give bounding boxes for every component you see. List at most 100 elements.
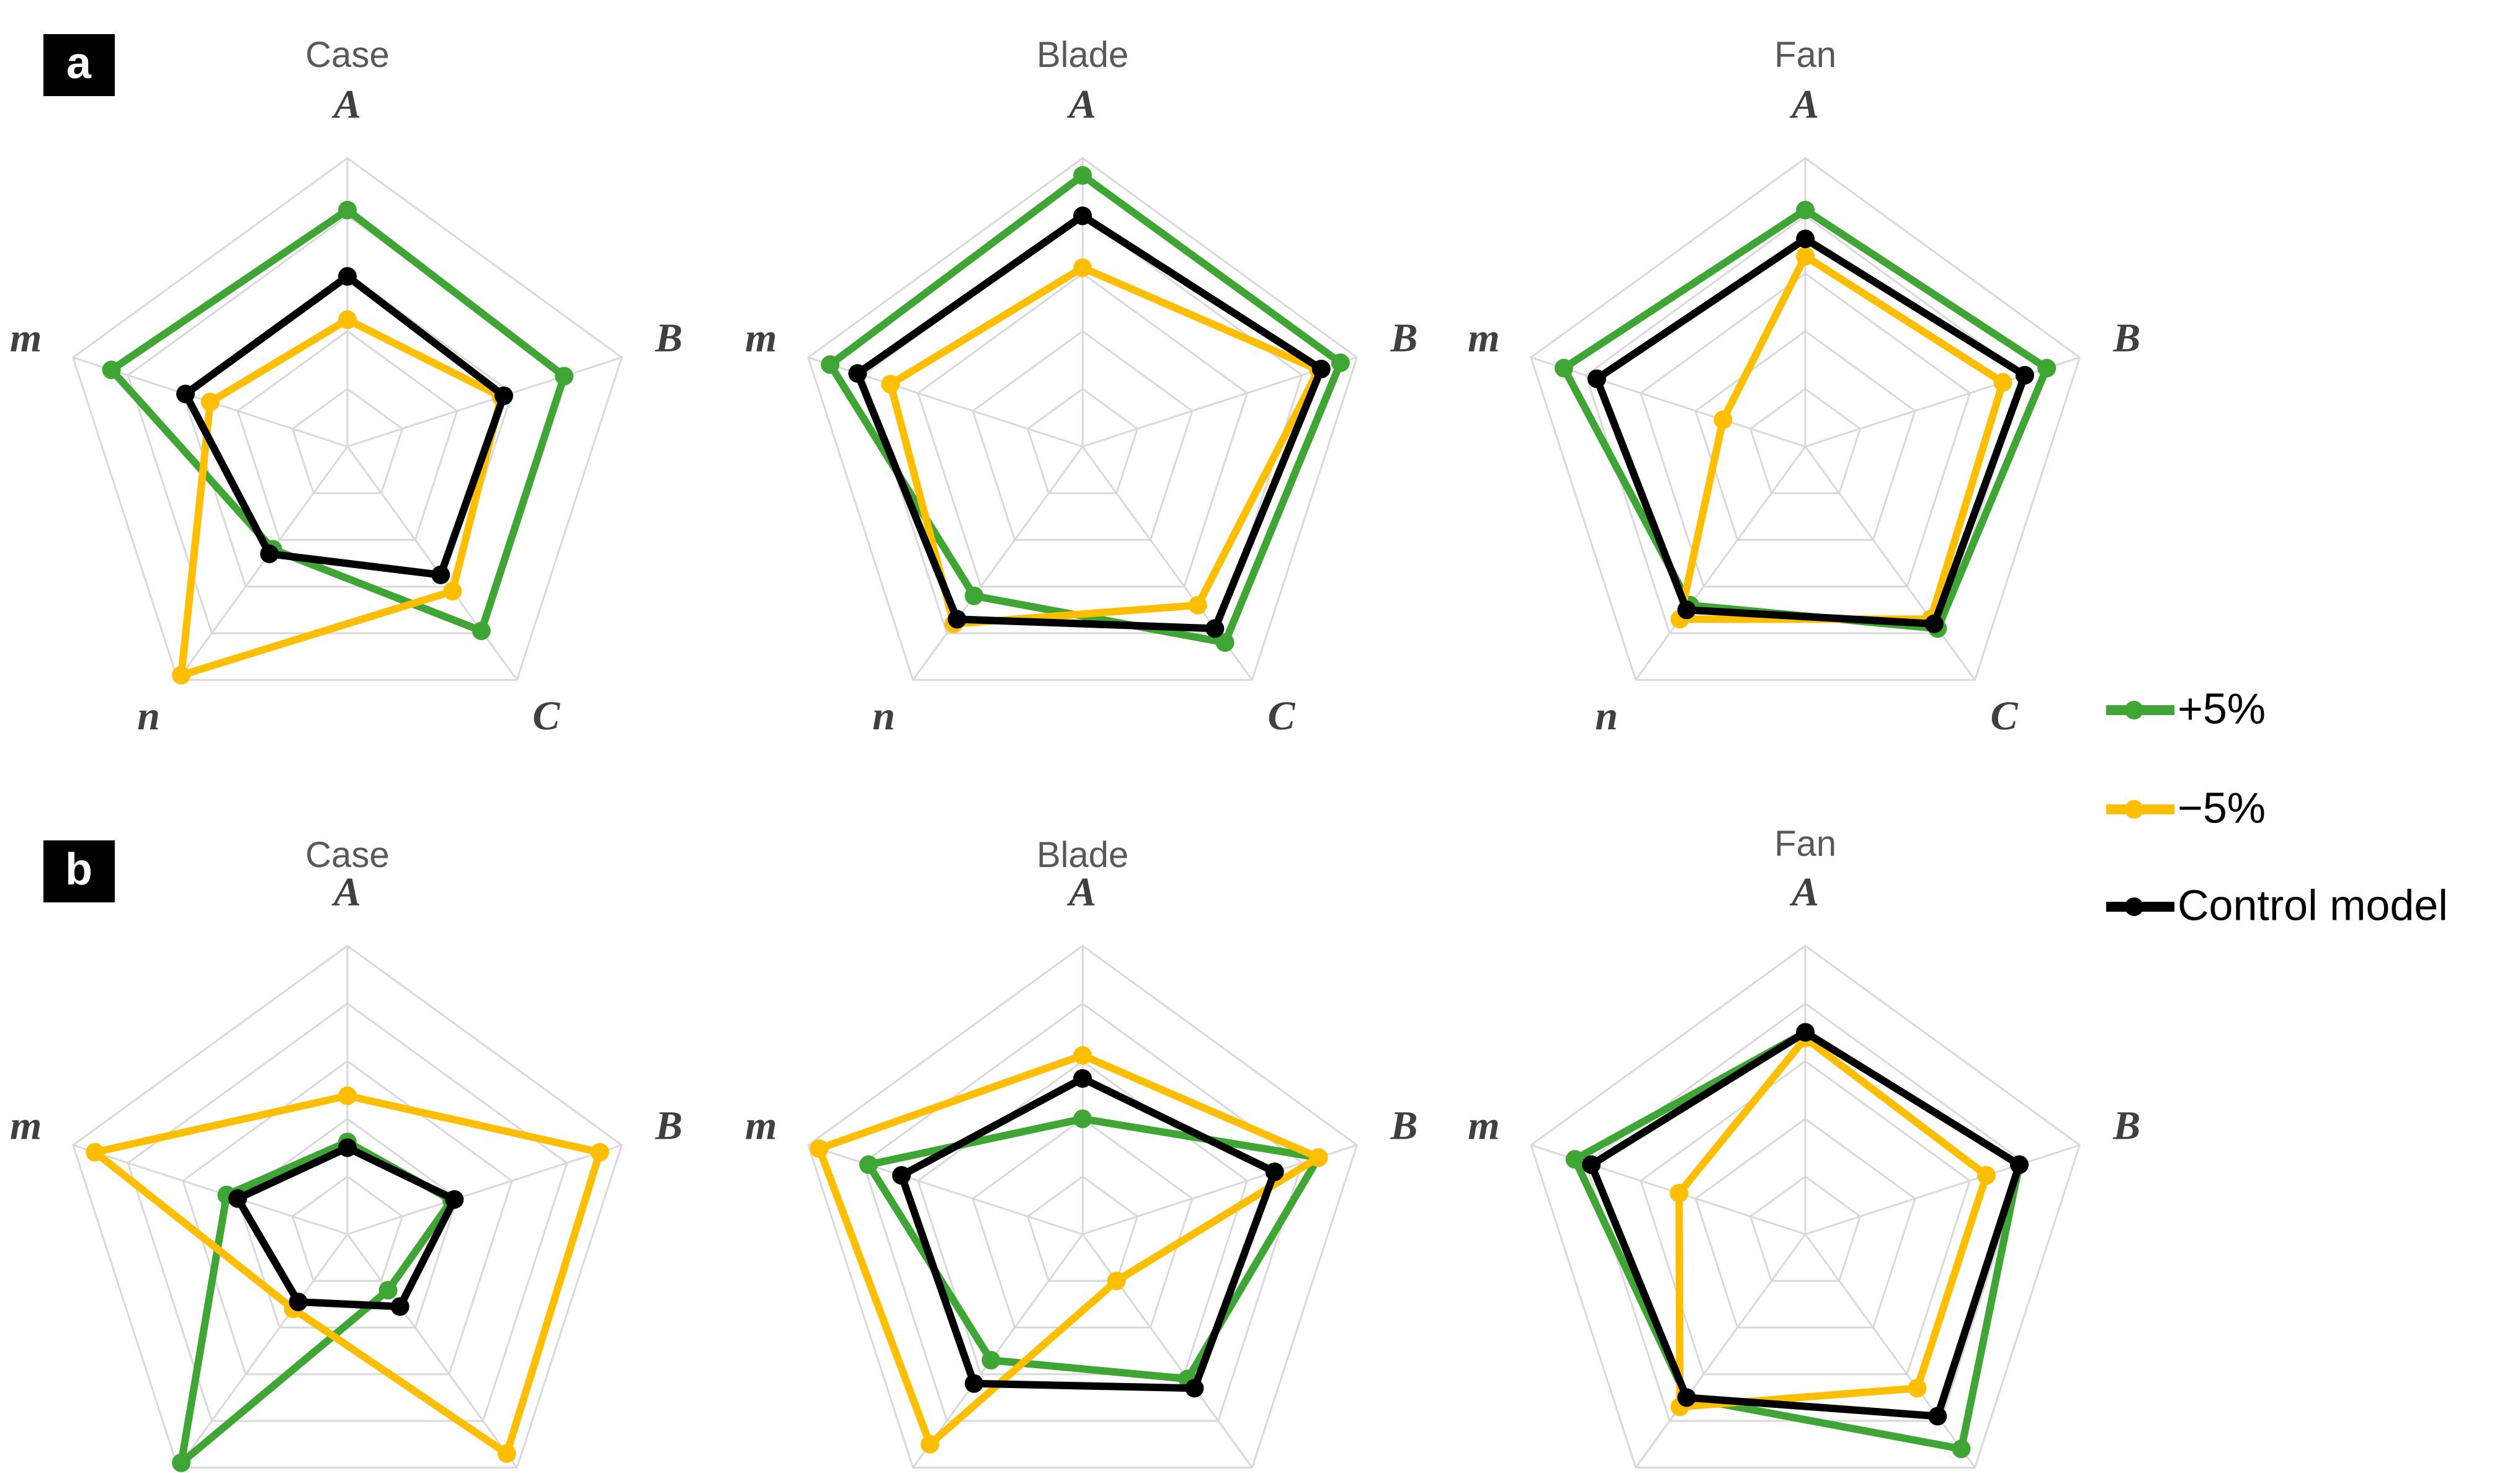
series-line-control (898, 1074, 1279, 1392)
axis-label-A: A (331, 870, 361, 915)
point-minus5-A (338, 1086, 357, 1105)
grid-ring (806, 945, 1359, 1469)
legend-item-plus5: +5% (2106, 684, 2266, 732)
point-minus5-B (1977, 1166, 1996, 1185)
grid-ring (916, 272, 1249, 588)
point-plus5-B (1331, 353, 1350, 372)
grid-ring (1749, 388, 1862, 494)
point-control-A (1796, 229, 1815, 249)
axis-spoke (1805, 1144, 2080, 1235)
point-plus5-C (1215, 633, 1235, 652)
series-line-minus5 (887, 264, 1323, 628)
axis-label-A: A (1066, 870, 1096, 915)
axis-label-B: B (2112, 1103, 2140, 1149)
series-line-plus5 (107, 206, 568, 635)
panel-label-b: b (43, 840, 115, 902)
grid-ring (1529, 157, 2081, 681)
point-plus5-A (1796, 200, 1815, 220)
axis-spoke (347, 356, 622, 448)
axis-spoke (1530, 356, 1806, 448)
series-line-control (1593, 235, 2029, 628)
grid-ring (1694, 1118, 1916, 1328)
axis-label-m: m (745, 316, 777, 361)
point-control-B (445, 1190, 464, 1209)
legend: +5% −5% Control model (2106, 684, 2448, 929)
grid-ring (291, 388, 404, 494)
point-control-B (2009, 1155, 2029, 1174)
point-control-B (1265, 1162, 1284, 1182)
series-line-minus5 (815, 1051, 1323, 1448)
series-line-control (1588, 1028, 2023, 1420)
point-plus5-n (172, 1453, 191, 1472)
axis-spoke (1804, 1234, 1976, 1469)
legend-marker-control (2125, 897, 2143, 916)
point-minus5-A (1073, 1046, 1092, 1065)
point-minus5-m (86, 1142, 105, 1162)
radar-chart-a-case: Case A B Cn m (10, 35, 682, 739)
axis-label-B: B (655, 1103, 682, 1149)
point-plus5-C (471, 621, 491, 641)
point-control-m (228, 1189, 248, 1208)
axis-label-C: C (532, 693, 560, 739)
legend-label-plus5: +5% (2178, 684, 2266, 732)
axis-spoke (346, 446, 518, 681)
point-minus5-C (1188, 595, 1207, 615)
axis-spoke (1635, 446, 1807, 681)
axis-spoke (347, 1144, 622, 1235)
point-minus5-m (810, 1139, 829, 1159)
point-control-m (892, 1166, 911, 1185)
point-control-m (176, 385, 195, 404)
point-control-n (1677, 1388, 1696, 1407)
point-minus5-n (172, 665, 191, 685)
axis-spoke (912, 1234, 1084, 1469)
point-plus5-A (1073, 166, 1092, 185)
axis-label-n: n (1595, 693, 1618, 739)
point-minus5-m (881, 375, 900, 394)
point-minus5-B (1993, 373, 2013, 392)
point-control-B (1311, 359, 1331, 378)
point-plus5-m (1554, 358, 1573, 378)
axis-spoke (1081, 1234, 1253, 1469)
chart-title: Blade (1037, 835, 1128, 875)
point-control-n (1677, 600, 1696, 620)
point-control-C (1185, 1379, 1204, 1398)
grid-ring (181, 1060, 514, 1376)
point-minus5-n (921, 1435, 940, 1454)
point-control-A (1073, 207, 1092, 225)
legend-label-control: Control model (2178, 881, 2448, 929)
axis-spoke (346, 1234, 518, 1469)
axis-label-m: m (1468, 316, 1499, 361)
grid-ring (236, 330, 458, 541)
radar-chart-a-blade: Blade A B Cn m (745, 35, 1418, 739)
grid-ring (291, 1175, 404, 1282)
series-line-control (182, 272, 508, 579)
point-control-A (338, 1138, 357, 1157)
axis-label-C: C (1990, 693, 2018, 739)
grid-ring (972, 330, 1194, 541)
point-minus5-C (1107, 1271, 1126, 1291)
chart-title: Blade (1037, 35, 1128, 75)
axis-spoke (1804, 446, 1976, 681)
chart-title: Fan (1774, 824, 1836, 864)
point-control-B (494, 386, 514, 406)
point-control-m (848, 364, 867, 383)
point-minus5-m (200, 393, 220, 412)
series-line-minus5 (177, 316, 505, 679)
point-minus5-A (1796, 247, 1815, 266)
axis-spoke (177, 1234, 349, 1469)
point-plus5-m (102, 360, 121, 380)
series-line-minus5 (91, 1092, 604, 1457)
point-control-A (1796, 1023, 1815, 1042)
axis-label-n: n (872, 693, 895, 739)
axis-label-m: m (10, 316, 42, 361)
point-plus5-C (378, 1281, 398, 1300)
point-minus5-m (1714, 410, 1733, 429)
axis-label-A: A (1789, 82, 1819, 127)
grid-ring (972, 1118, 1194, 1328)
series-line-plus5 (865, 1115, 1323, 1383)
panel-letter-b: b (65, 845, 92, 894)
axis-spoke (177, 446, 349, 681)
axis-spoke (1805, 356, 2080, 448)
